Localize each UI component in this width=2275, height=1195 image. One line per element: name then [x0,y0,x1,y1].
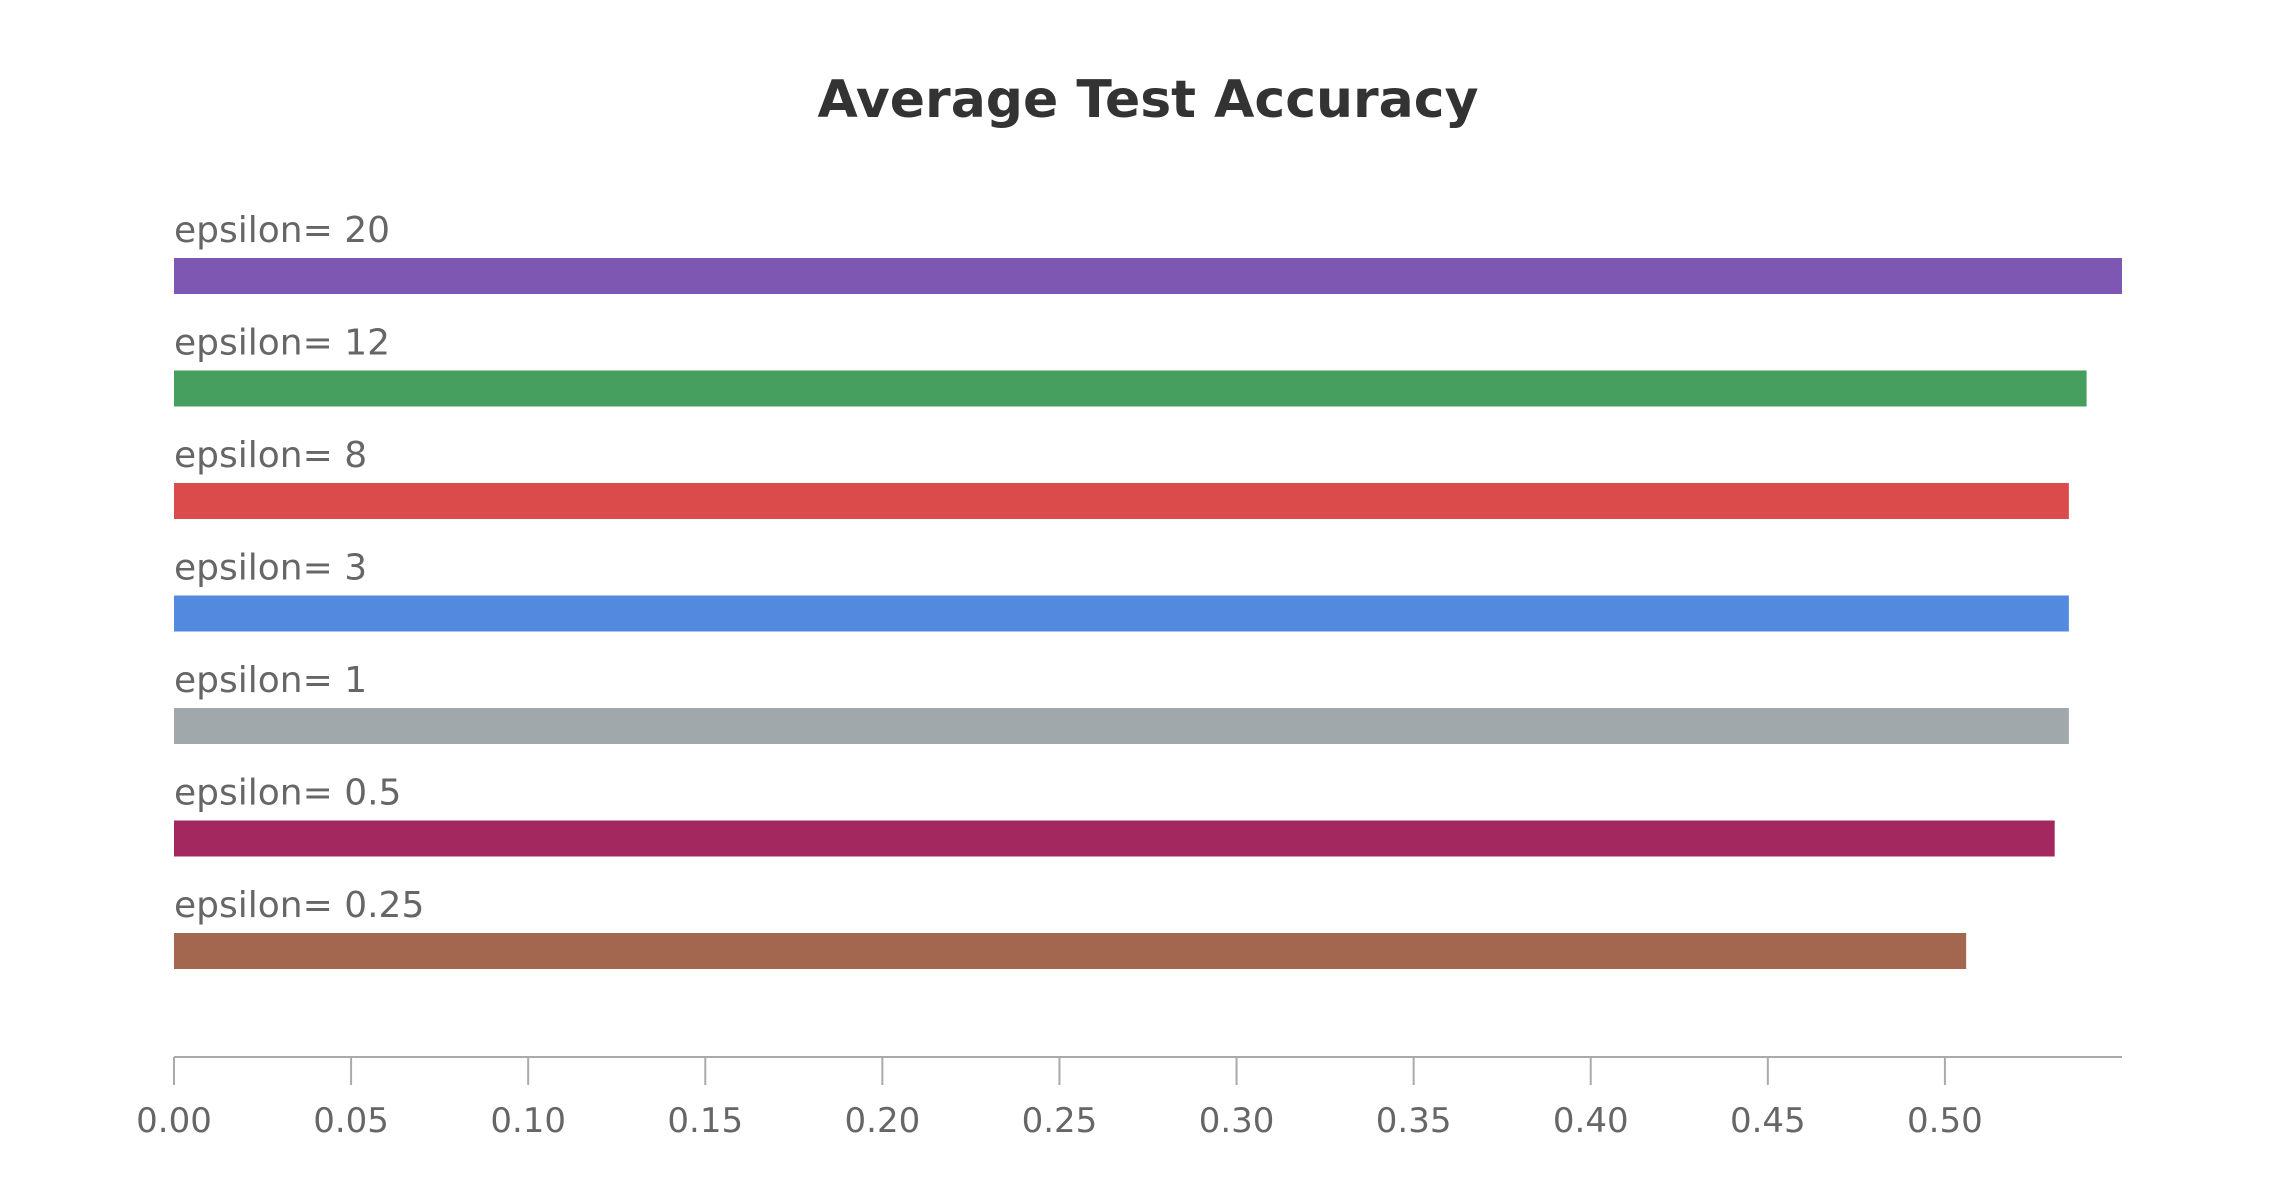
bar [174,820,2055,857]
x-tick-label: 0.25 [1022,1101,1098,1141]
x-tick-label: 0.30 [1199,1101,1275,1141]
bar-label: epsilon= 0.5 [174,773,401,814]
x-tick-label: 0.20 [845,1101,921,1141]
x-tick-label: 0.00 [136,1101,212,1141]
bar-label: epsilon= 12 [174,323,390,364]
x-tick-label: 0.10 [490,1101,566,1141]
bar-label: epsilon= 8 [174,435,367,476]
bar [174,258,2122,294]
bar-label: epsilon= 0.25 [174,885,424,926]
bar [174,595,2069,632]
x-tick-label: 0.15 [667,1101,743,1141]
bar [174,370,2087,407]
bar-label: epsilon= 20 [174,210,390,251]
bars-group: epsilon= 20 epsilon= 12 epsilon= 8 epsilon=… [174,210,2122,969]
bar-label: epsilon= 3 [174,548,367,589]
x-tick-label: 0.40 [1553,1101,1629,1141]
x-axis: 0.00 0.05 0.10 0.15 0.20 0.25 0.30 0.35 0.40 0.45… [136,1056,2122,1141]
x-tick-label: 0.45 [1730,1101,1806,1141]
bar-label: epsilon= 1 [174,660,367,701]
chart-title: Average Test Accuracy [818,70,1479,130]
bar [174,708,2069,744]
x-tick-label: 0.50 [1907,1101,1983,1141]
bar [174,933,1967,969]
x-tick-label: 0.05 [313,1101,389,1141]
bar [174,483,2069,519]
x-tick-label: 0.35 [1376,1101,1452,1141]
